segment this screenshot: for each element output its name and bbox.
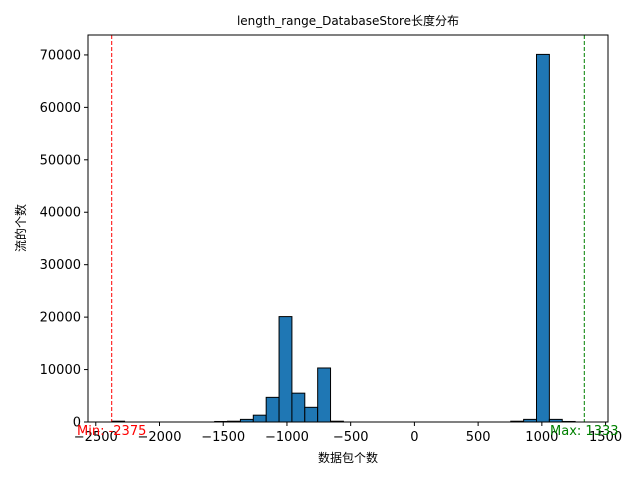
- x-tick-label-8: 1500: [589, 430, 622, 445]
- y-tick-label-6: 60000: [40, 101, 81, 116]
- y-tick-label-7: 70000: [40, 48, 81, 63]
- histogram-bar-11: [252, 414, 267, 423]
- y-tick-label-2: 20000: [40, 311, 81, 326]
- histogram-bar-12: [265, 396, 280, 423]
- y-tick-label-0: 0: [73, 416, 81, 431]
- histogram-bar-33: [536, 53, 550, 423]
- x-tick-label-0: −2500: [74, 430, 118, 445]
- annotation-label-0: Min: -2375: [77, 424, 146, 439]
- x-axis-ticks: −2500 −2000 −1500 −1000 −500 0 500 1000 1500: [74, 422, 622, 445]
- y-tick-label-1: 10000: [40, 363, 81, 378]
- plot-frame: [87, 34, 609, 423]
- reference-lines-group: [111, 35, 585, 422]
- x-tick-label-3: −1000: [265, 430, 309, 445]
- annotation-labels: Min: -2375 Max: 1333: [77, 424, 619, 439]
- x-tick-label-7: 1000: [525, 430, 558, 445]
- x-tick-label-6: 500: [466, 430, 491, 445]
- x-tick-label-1: −2000: [138, 430, 182, 445]
- histogram-bar-16: [317, 367, 332, 423]
- chart-title: length_range_DatabaseStore长度分布: [237, 13, 459, 28]
- annotation-label-1: Max: 1333: [550, 424, 618, 439]
- y-tick-label-3: 30000: [40, 258, 81, 273]
- x-tick-label-4: −500: [333, 430, 369, 445]
- y-tick-label-4: 40000: [40, 206, 81, 221]
- histogram-bar-14: [291, 392, 306, 423]
- y-axis-label: 流的个数: [13, 204, 28, 252]
- bars-group: [111, 53, 576, 423]
- y-axis-ticks: 0 10000 20000 30000 40000 50000 60000 70000: [40, 48, 88, 431]
- x-tick-label-2: −1500: [201, 430, 245, 445]
- x-axis-label: 数据包个数: [318, 450, 378, 465]
- x-tick-label-5: 0: [410, 430, 418, 445]
- histogram-bar-15: [304, 406, 319, 423]
- y-tick-label-5: 50000: [40, 153, 81, 168]
- histogram-bar-13: [278, 316, 293, 423]
